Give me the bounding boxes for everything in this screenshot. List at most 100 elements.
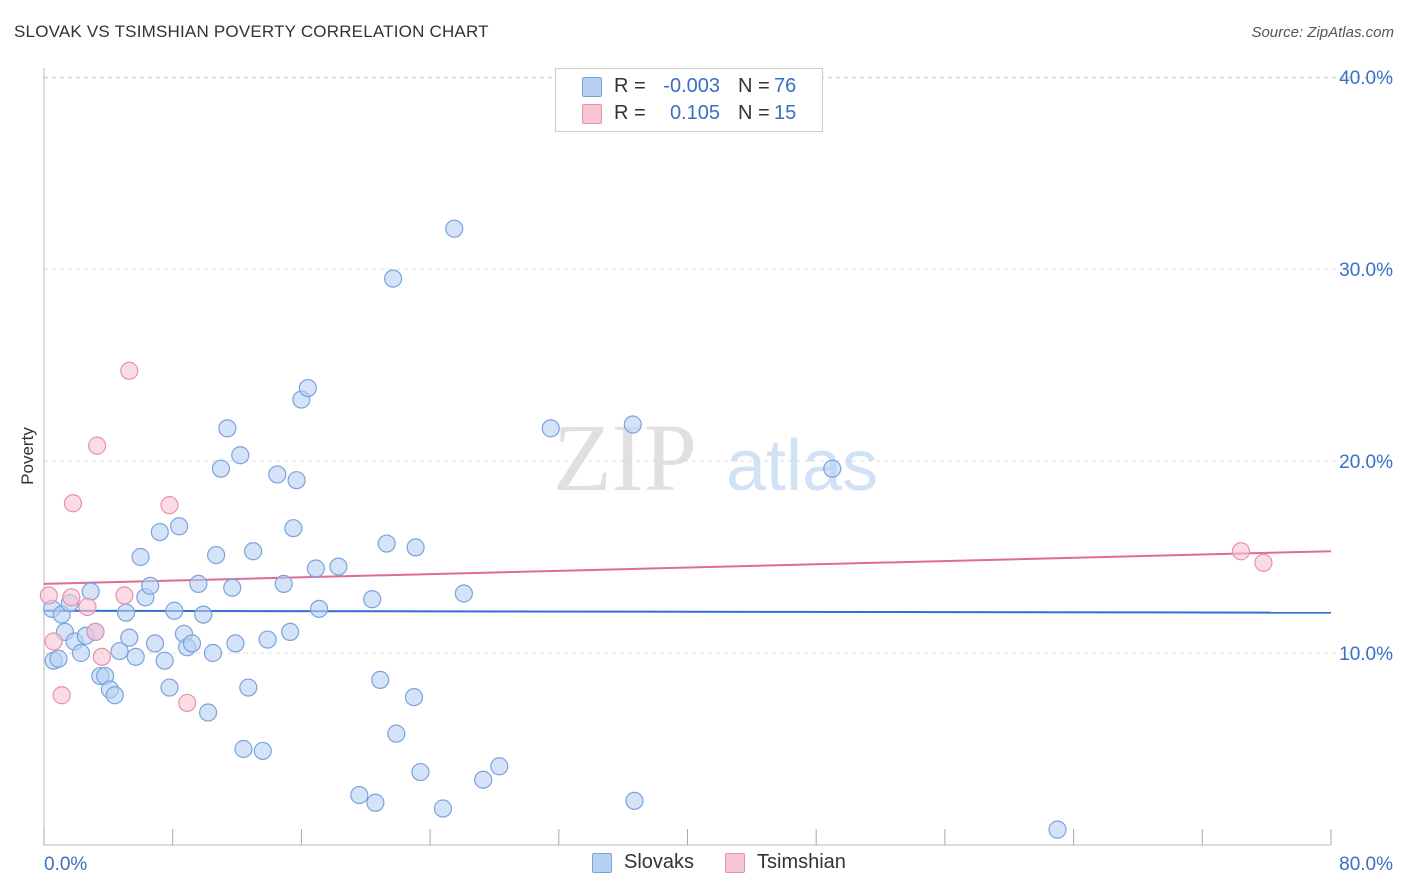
slovaks-swatch	[582, 77, 602, 97]
slovaks-point	[160, 678, 179, 697]
slovaks-point	[1048, 820, 1067, 839]
watermark: ZIP atlas	[553, 404, 878, 511]
slovaks-point	[823, 459, 842, 478]
slovaks-point	[145, 634, 165, 653]
slovaks-point	[366, 793, 385, 812]
slovaks-point	[105, 686, 124, 705]
tsimshian-legend-swatch	[725, 853, 745, 873]
slovaks-point	[141, 576, 160, 595]
tsimshian-trend-line	[43, 550, 1332, 585]
slovaks-point	[445, 219, 464, 238]
correlation-legend: R = -0.003 N = 76 R = 0.105 N = 15	[555, 68, 823, 132]
slovaks-point	[281, 622, 300, 641]
slovaks-point	[165, 601, 184, 620]
slovaks-legend-swatch	[592, 853, 612, 873]
slovaks-point	[625, 791, 644, 810]
slovaks-point	[490, 757, 509, 776]
r-label: R =	[614, 102, 646, 124]
tsimshian-point	[62, 588, 81, 607]
n-label: N =	[738, 102, 770, 124]
slovaks-point	[258, 630, 277, 649]
slovaks-point	[71, 643, 91, 663]
slovaks-point	[234, 739, 253, 759]
tsimshian-point	[160, 496, 179, 515]
n-label: N =	[738, 75, 770, 97]
slovaks-point	[81, 582, 100, 601]
slovaks-point	[371, 670, 390, 689]
slovaks-point	[287, 471, 306, 490]
tsimshian-point	[1254, 553, 1273, 572]
slovaks-point	[231, 446, 250, 465]
slovaks-point	[329, 557, 348, 576]
slovaks-point	[474, 770, 493, 789]
chart-title: SLOVAK VS TSIMSHIAN POVERTY CORRELATION …	[14, 22, 489, 41]
slovaks-point	[203, 643, 223, 663]
slovaks-point	[218, 419, 237, 438]
slovaks-point	[150, 522, 169, 542]
slovaks-point	[116, 603, 136, 622]
y-axis-label: Poverty	[18, 427, 37, 485]
tsimshian-point	[178, 693, 197, 713]
slovaks-point	[541, 419, 560, 438]
slovaks-trend-line	[43, 609, 1332, 614]
slovaks-point	[298, 378, 317, 398]
slovaks-point	[306, 559, 325, 578]
tsimshian-point	[78, 597, 97, 617]
slovaks-point	[207, 545, 226, 565]
slovaks-point	[170, 517, 189, 536]
slovaks-point	[223, 578, 242, 597]
r-label: R =	[614, 75, 646, 97]
trend-lines	[43, 550, 1332, 614]
slovaks-point	[244, 542, 263, 561]
tsimshian-legend-label: Tsimshian	[757, 851, 846, 873]
slovaks-point	[623, 415, 642, 434]
slovaks-point	[268, 465, 287, 484]
slovaks-point	[377, 534, 396, 553]
slovaks-point	[284, 519, 303, 538]
tsimshian-point	[39, 586, 58, 605]
slovaks-point	[433, 799, 453, 818]
slovaks-point	[309, 599, 329, 618]
y-tick-label: 40.0%	[1339, 68, 1393, 89]
y-tick-label: 30.0%	[1339, 260, 1393, 281]
slovaks-point	[404, 688, 424, 707]
slovaks-point	[387, 724, 406, 743]
slovaks-point	[383, 269, 403, 288]
slovaks-point	[198, 703, 218, 722]
slovaks-point	[350, 785, 369, 805]
tsimshian-swatch	[582, 104, 602, 124]
slovaks-point	[226, 634, 245, 653]
slovaks-point	[239, 678, 258, 697]
watermark-atlas: atlas	[726, 426, 878, 506]
slovaks-point	[363, 590, 382, 609]
tsimshian-point	[86, 622, 105, 641]
slovaks-point	[120, 628, 139, 647]
slovaks-point	[211, 459, 231, 478]
tsimshian-point	[44, 632, 63, 651]
tsimshian-point	[87, 436, 107, 455]
x-tick-label: 0.0%	[44, 854, 87, 875]
data-points	[39, 219, 1273, 839]
slovaks-point	[189, 574, 208, 593]
slovaks-point	[194, 605, 213, 624]
r-value: 0.105	[669, 102, 720, 124]
slovaks-point	[182, 634, 202, 653]
slovaks-point	[253, 741, 272, 761]
y-tick-label: 10.0%	[1339, 644, 1393, 665]
n-value: 15	[774, 102, 797, 124]
slovaks-point	[411, 762, 430, 782]
tsimshian-point	[63, 494, 83, 513]
tsimshian-point	[115, 586, 134, 605]
slovaks-point	[49, 649, 68, 668]
slovaks-point	[274, 574, 293, 593]
source-credit: Source: ZipAtlas.com	[1251, 24, 1394, 41]
slovaks-point	[110, 641, 129, 661]
slovaks-point	[454, 584, 473, 603]
tsimshian-point	[120, 361, 139, 380]
tsimshian-point	[1231, 542, 1251, 561]
slovaks-point	[406, 538, 425, 557]
x-tick-label: 80.0%	[1339, 854, 1393, 875]
r-value: -0.003	[663, 75, 720, 97]
slovaks-point	[131, 547, 150, 567]
